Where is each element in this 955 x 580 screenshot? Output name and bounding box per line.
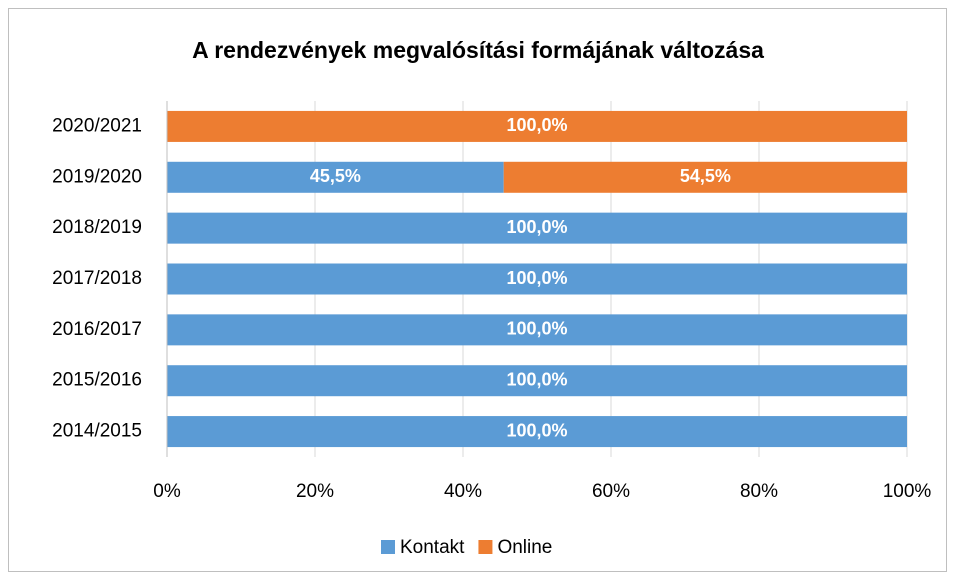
- x-tick-label: 40%: [444, 481, 482, 502]
- legend-swatch: [381, 540, 395, 554]
- bar-segment: [167, 416, 907, 448]
- legend-swatch: [478, 540, 493, 554]
- x-tick-label: 60%: [592, 481, 630, 502]
- x-tick-label: 100%: [883, 481, 932, 502]
- y-tick-label: 2014/2015: [52, 421, 142, 442]
- bar-segment: [167, 110, 907, 142]
- y-tick-label: 2016/2017: [52, 319, 142, 340]
- y-tick-label: 2020/2021: [52, 115, 142, 136]
- y-tick-label: 2015/2016: [52, 370, 142, 391]
- data-label: 100,0%: [506, 420, 567, 440]
- bar-segment: [503, 161, 907, 193]
- y-tick-label: 2017/2018: [52, 268, 142, 289]
- legend-label: Online: [497, 537, 552, 558]
- legend-label: Kontakt: [400, 537, 465, 558]
- data-label: 54,5%: [680, 166, 731, 186]
- bar-segment: [167, 161, 504, 193]
- bar-segment: [167, 314, 907, 346]
- data-label: 100,0%: [506, 319, 567, 339]
- bar-segment: [167, 263, 907, 295]
- chart-title: A rendezvények megvalósítási formájának …: [192, 37, 764, 63]
- data-label: 100,0%: [506, 369, 567, 389]
- data-label: 100,0%: [506, 268, 567, 288]
- x-tick-label: 20%: [296, 481, 334, 502]
- data-label: 100,0%: [506, 217, 567, 237]
- x-tick-label: 80%: [740, 481, 778, 502]
- data-label: 100,0%: [506, 115, 567, 135]
- data-label: 45,5%: [310, 166, 361, 186]
- y-tick-label: 2018/2019: [52, 217, 142, 238]
- bar-segment: [167, 212, 907, 244]
- y-tick-label: 2019/2020: [52, 166, 142, 187]
- x-tick-label: 0%: [153, 481, 181, 502]
- bar-segment: [167, 365, 907, 397]
